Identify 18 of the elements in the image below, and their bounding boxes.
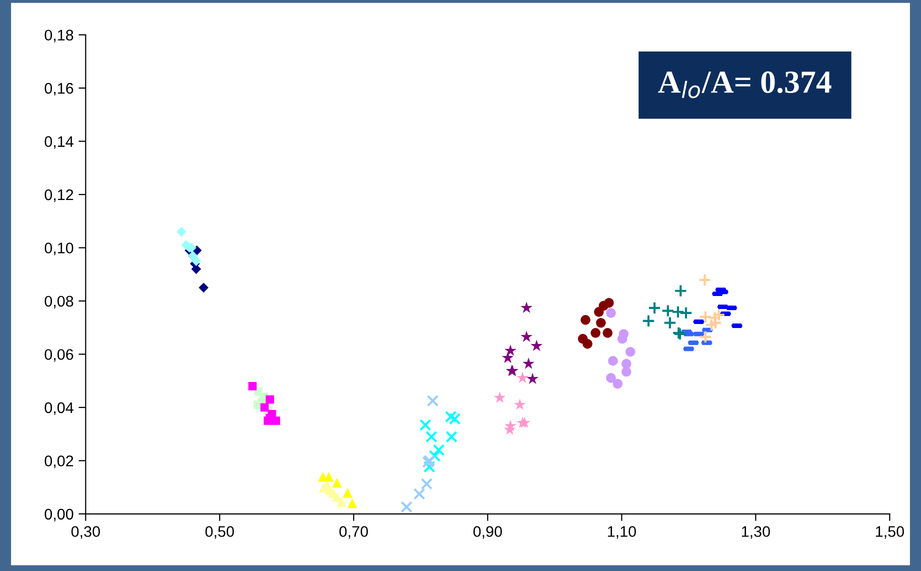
- y-tick-label: 0,12: [44, 189, 74, 202]
- x-tick-label: 1,50: [876, 526, 904, 539]
- y-tick-label: 0,16: [44, 82, 74, 96]
- y-tick-label: 0,10: [44, 242, 74, 256]
- x-tick-label: 0,70: [339, 526, 368, 539]
- y-tick-label: 0,08: [44, 296, 74, 308]
- x-tick-label: 0,30: [71, 526, 100, 539]
- annotation: A$_{lo}$/A= 0.374: [658, 71, 832, 98]
- y-tick-label: 0,06: [44, 349, 74, 362]
- y-tick-label: 0,00: [44, 508, 74, 522]
- x-tick-label: 0,90: [473, 526, 502, 539]
- x-tick-label: 1,10: [608, 526, 636, 539]
- y-tick-label: 0,18: [44, 30, 74, 42]
- y-tick-label: 0,04: [44, 402, 74, 415]
- y-tick-label: 0,14: [44, 136, 74, 149]
- x-tick-label: 0,50: [205, 526, 234, 539]
- y-tick-label: 0,02: [44, 456, 74, 468]
- x-tick-label: 1,30: [742, 526, 770, 539]
